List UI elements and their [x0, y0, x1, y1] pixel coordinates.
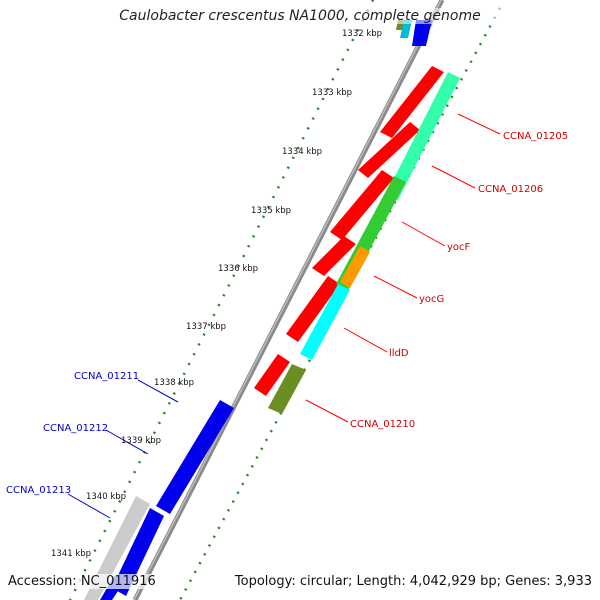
- tick-label: 1339 kbp: [121, 436, 161, 446]
- feature-ccna-01211: [156, 400, 234, 514]
- tick-label: 1332 kbp: [342, 29, 382, 39]
- gene-label-yocf: yocF: [447, 242, 471, 253]
- tick-labels: 1332 kbp 1333 kbp 1334 kbp 1335 kbp 1336…: [51, 29, 382, 559]
- feature-partial-blue: [412, 20, 432, 46]
- tick-label: 1335 kbp: [251, 206, 291, 216]
- forward-features: [254, 66, 460, 414]
- callout-ccna-01212: [105, 429, 149, 455]
- tick-label: 1333 kbp: [312, 88, 352, 98]
- gene-label-ccna-01206: CCNA_01206: [478, 184, 543, 195]
- left-callouts: [67, 379, 179, 519]
- feature-lldd-red: [286, 276, 340, 342]
- callout-ccna-01206: [431, 165, 476, 189]
- tick-label: 1337 kbp: [186, 322, 226, 332]
- gene-label-ccna-01213: CCNA_01213: [6, 485, 71, 496]
- feature-orange: [340, 246, 370, 288]
- tick-label: 1341 kbp: [51, 549, 91, 559]
- feature-spring-green: [386, 72, 460, 200]
- outer-dotted-guide: [178, 7, 502, 600]
- genome-info-text: Topology: circular; Length: 4,042,929 bp…: [232, 574, 594, 589]
- gene-labels-left: CCNA_01211 CCNA_01212 CCNA_01213: [6, 371, 139, 496]
- callout-ccna-01213: [67, 493, 111, 519]
- callout-ccna-01205: [457, 113, 501, 135]
- inner-dotted-guide: [68, 0, 375, 600]
- tick-label: 1334 kbp: [282, 147, 322, 157]
- gene-label-yocg: yocG: [419, 294, 444, 305]
- map-title: Caulobacter crescentus NA1000, complete …: [0, 8, 600, 24]
- genome-backbone: [132, 0, 445, 600]
- callout-yocg: [373, 275, 418, 299]
- feature-yocg-red: [312, 236, 356, 276]
- feature-cyan: [300, 284, 350, 360]
- callout-ccna-01210: [305, 399, 349, 423]
- genome-backbone-highlight: [133, 0, 442, 600]
- feature-yocf-red: [330, 170, 394, 240]
- accession-text: Accession: NC_011916: [6, 574, 158, 589]
- callout-yocf: [401, 221, 446, 247]
- callout-ccna-01211: [137, 379, 179, 403]
- feature-ccna-01210-red: [254, 354, 290, 396]
- feature-partial-cyan: [400, 20, 412, 38]
- feature-ccna-01206: [358, 122, 420, 178]
- tick-label: 1340 kbp: [86, 492, 126, 502]
- tick-label: 1338 kbp: [154, 378, 194, 388]
- feature-olive: [268, 364, 306, 414]
- gene-label-ccna-01212: CCNA_01212: [43, 423, 108, 434]
- tick-label: 1336 kbp: [218, 264, 258, 274]
- gene-label-ccna-01211: CCNA_01211: [74, 371, 139, 382]
- gene-label-lldd: lldD: [389, 348, 409, 359]
- feature-ccna-01205: [380, 66, 444, 138]
- callout-lldd: [343, 327, 388, 353]
- gene-labels-right: CCNA_01205 CCNA_01206 yocF yocG lldD CCN…: [350, 131, 568, 430]
- gene-label-ccna-01210: CCNA_01210: [350, 419, 415, 430]
- right-callouts: [305, 113, 501, 423]
- gene-label-ccna-01205: CCNA_01205: [503, 131, 568, 142]
